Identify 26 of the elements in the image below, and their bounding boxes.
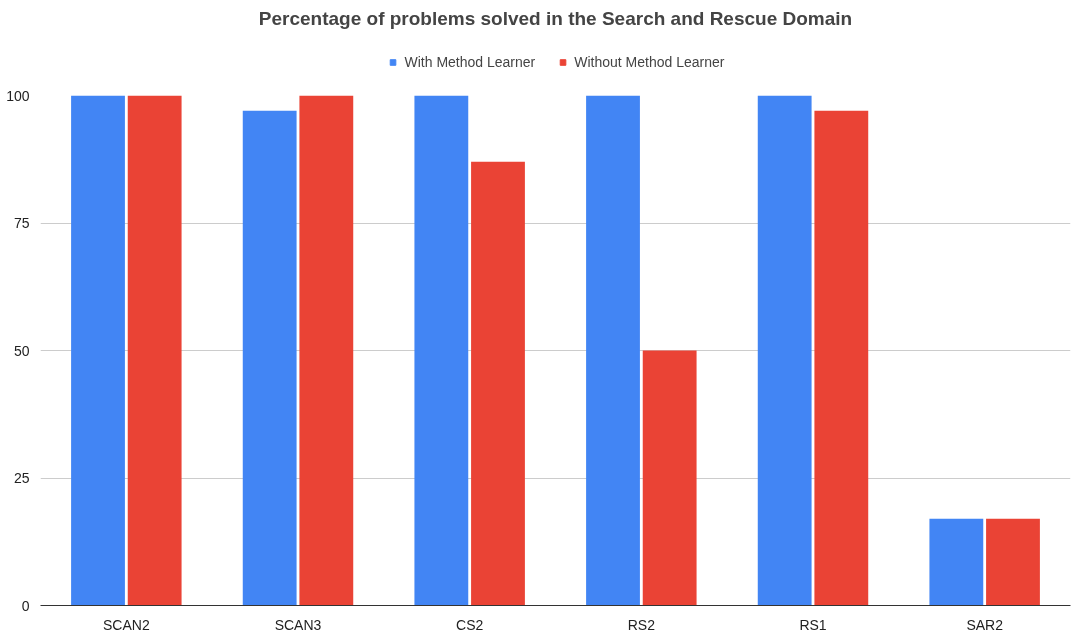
y-tick-label: 0 xyxy=(21,597,30,614)
legend-label: With Method Learner xyxy=(404,53,536,70)
bar xyxy=(757,95,812,606)
x-tick-label: RS2 xyxy=(627,616,656,633)
x-tick-label: RS1 xyxy=(799,616,827,633)
y-tick-label: 100 xyxy=(6,87,30,104)
bar xyxy=(929,518,984,606)
bar xyxy=(586,95,640,606)
y-tick-label: 75 xyxy=(13,215,30,231)
y-tick-label: 25 xyxy=(13,470,30,486)
x-tick-label: SCAN3 xyxy=(274,616,322,633)
bar xyxy=(642,350,697,606)
bar xyxy=(814,110,869,606)
x-tick-label: SCAN2 xyxy=(102,616,150,633)
bar xyxy=(242,110,297,606)
bar xyxy=(414,95,469,606)
chart-title: Percentage of problems solved in the Search and Rescue Domain xyxy=(258,7,853,29)
bar xyxy=(127,95,182,606)
y-tick-label: 50 xyxy=(13,342,30,359)
bar xyxy=(986,518,1040,606)
bar xyxy=(71,95,125,606)
bar xyxy=(299,95,354,606)
x-tick-label: CS2 xyxy=(456,616,484,633)
legend-label: Without Method Learner xyxy=(574,53,725,70)
bar xyxy=(471,161,525,606)
x-tick-label: SAR2 xyxy=(966,616,1004,633)
